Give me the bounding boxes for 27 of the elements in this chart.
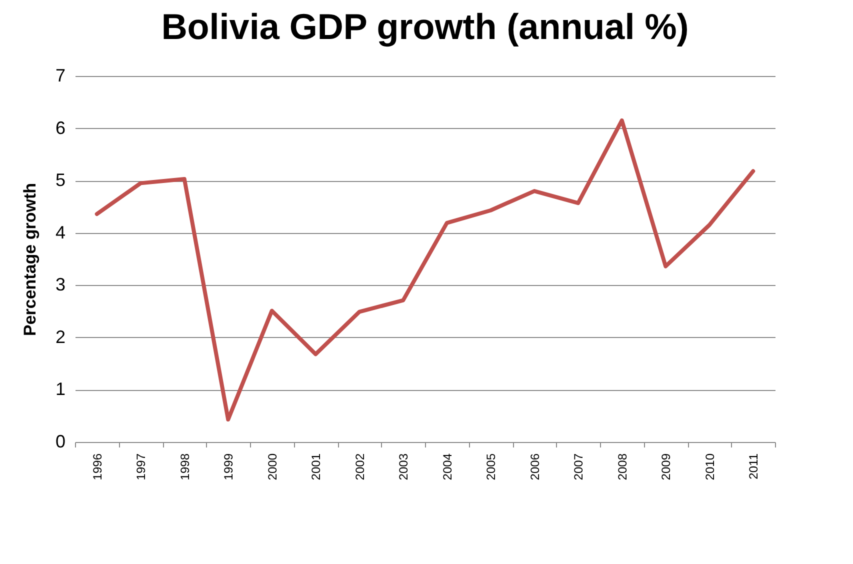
x-tick-label: 2011 <box>746 453 761 480</box>
x-tick-label: 2003 <box>396 453 411 480</box>
y-tick-label: 7 <box>55 66 66 86</box>
y-tick-label: 4 <box>55 222 66 242</box>
x-tick-label: 2008 <box>615 453 630 480</box>
chart-title: Bolivia GDP growth (annual %) <box>161 6 689 47</box>
x-tick-label: 1996 <box>90 453 104 480</box>
y-tick-label: 3 <box>55 274 66 295</box>
line-series <box>94 118 756 422</box>
x-tick-label: 1998 <box>178 453 192 480</box>
x-tick-label: 2007 <box>572 453 586 480</box>
x-tick-label: 2002 <box>352 453 367 480</box>
x-tick-label: 2005 <box>484 453 498 480</box>
x-tick-label: 1997 <box>134 453 148 480</box>
y-tick-label: 0 <box>55 432 66 452</box>
y-tick-label: 6 <box>55 118 66 138</box>
x-tick-label: 2006 <box>528 453 542 480</box>
x-tick-label: 2004 <box>440 453 454 480</box>
x-tick-label: 2000 <box>265 453 280 480</box>
y-tick-label: 1 <box>55 379 66 400</box>
y-tick-label: 5 <box>55 170 66 190</box>
x-tick-label: 2010 <box>702 453 717 480</box>
x-tick-label: 2001 <box>309 453 324 480</box>
y-axis-title: Percentage growth <box>20 182 40 336</box>
x-tick-label: 1999 <box>222 453 236 480</box>
x-tick-label: 2009 <box>659 453 674 480</box>
y-tick-label: 2 <box>55 326 66 347</box>
